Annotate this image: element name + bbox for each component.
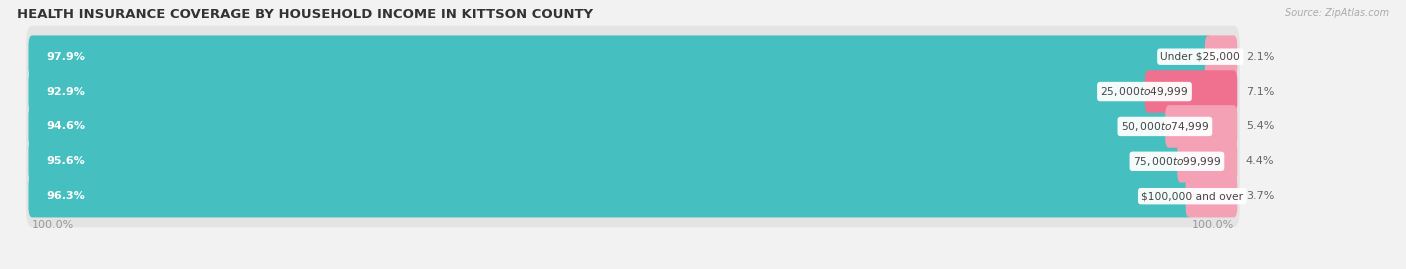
Text: Source: ZipAtlas.com: Source: ZipAtlas.com bbox=[1285, 8, 1389, 18]
Text: 3.7%: 3.7% bbox=[1246, 191, 1274, 201]
Text: $50,000 to $74,999: $50,000 to $74,999 bbox=[1121, 120, 1209, 133]
Text: 5.4%: 5.4% bbox=[1246, 121, 1274, 132]
FancyBboxPatch shape bbox=[28, 36, 1212, 78]
Text: Under $25,000: Under $25,000 bbox=[1160, 52, 1240, 62]
Text: 7.1%: 7.1% bbox=[1246, 87, 1274, 97]
FancyBboxPatch shape bbox=[27, 130, 1240, 192]
FancyBboxPatch shape bbox=[28, 105, 1173, 148]
Text: $25,000 to $49,999: $25,000 to $49,999 bbox=[1101, 85, 1188, 98]
FancyBboxPatch shape bbox=[27, 61, 1240, 123]
Text: $100,000 and over: $100,000 and over bbox=[1142, 191, 1243, 201]
Text: 97.9%: 97.9% bbox=[46, 52, 86, 62]
Text: 92.9%: 92.9% bbox=[46, 87, 86, 97]
Text: 2.1%: 2.1% bbox=[1246, 52, 1274, 62]
FancyBboxPatch shape bbox=[1166, 105, 1237, 148]
FancyBboxPatch shape bbox=[28, 140, 1184, 183]
Text: 94.6%: 94.6% bbox=[46, 121, 86, 132]
FancyBboxPatch shape bbox=[1144, 70, 1237, 113]
Text: 4.4%: 4.4% bbox=[1246, 156, 1274, 166]
FancyBboxPatch shape bbox=[27, 95, 1240, 157]
Text: $75,000 to $99,999: $75,000 to $99,999 bbox=[1133, 155, 1220, 168]
Text: 96.3%: 96.3% bbox=[46, 191, 86, 201]
Text: HEALTH INSURANCE COVERAGE BY HOUSEHOLD INCOME IN KITTSON COUNTY: HEALTH INSURANCE COVERAGE BY HOUSEHOLD I… bbox=[17, 8, 593, 21]
FancyBboxPatch shape bbox=[1177, 140, 1237, 183]
FancyBboxPatch shape bbox=[28, 175, 1192, 217]
FancyBboxPatch shape bbox=[28, 70, 1152, 113]
Text: 100.0%: 100.0% bbox=[32, 220, 75, 230]
Text: 100.0%: 100.0% bbox=[1191, 220, 1233, 230]
FancyBboxPatch shape bbox=[27, 26, 1240, 88]
FancyBboxPatch shape bbox=[1205, 36, 1237, 78]
FancyBboxPatch shape bbox=[27, 165, 1240, 227]
Text: 95.6%: 95.6% bbox=[46, 156, 86, 166]
FancyBboxPatch shape bbox=[1185, 175, 1237, 217]
